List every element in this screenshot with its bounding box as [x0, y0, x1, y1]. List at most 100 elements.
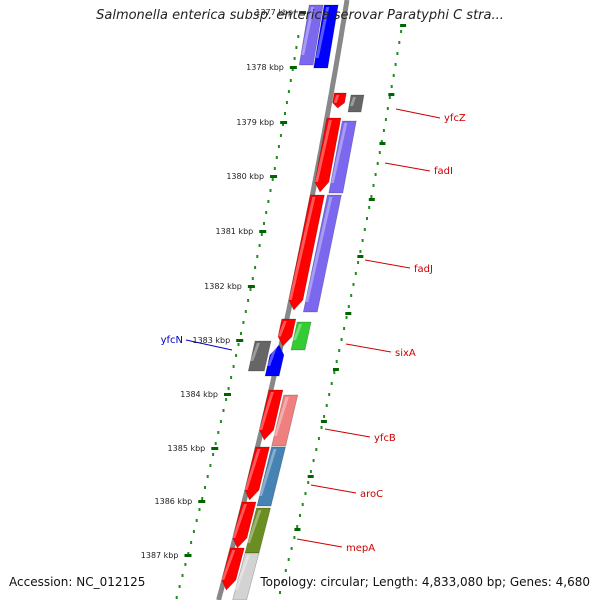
- gene-feature-shine: [273, 397, 289, 436]
- track-dot: [282, 123, 284, 126]
- track-dot: [277, 145, 280, 148]
- gene-feature: [302, 194, 342, 313]
- track-dot: [291, 68, 294, 71]
- track-dot: [219, 420, 222, 423]
- track-dot: [178, 585, 181, 588]
- track-dot: [260, 233, 263, 236]
- track-dot: [289, 79, 292, 82]
- track-dot: [293, 536, 296, 539]
- kbp-tick: [280, 121, 288, 124]
- track-dot: [293, 57, 296, 60]
- gene-feature: [256, 446, 286, 507]
- track-dot: [258, 244, 261, 247]
- kbp-label: 1379 kbp: [236, 118, 274, 127]
- track-dot: [386, 107, 389, 110]
- label-leader-line: [310, 484, 357, 494]
- gene-feature: [247, 340, 272, 372]
- track-dot: [299, 514, 301, 517]
- track-dot: [273, 167, 276, 170]
- track-dot: [376, 162, 379, 165]
- track-dot: [227, 387, 230, 390]
- track-dot: [271, 178, 274, 181]
- track-dot: [340, 338, 343, 341]
- genome-summary: Topology: circular; Length: 4,833,080 bp…: [260, 575, 590, 589]
- track-dot: [307, 481, 310, 484]
- track-dot: [317, 437, 320, 440]
- track-dot: [384, 118, 387, 121]
- kbp-tick: [223, 393, 231, 396]
- track-dot: [254, 266, 257, 269]
- track-dot: [201, 497, 204, 500]
- gene-feature: [232, 552, 260, 600]
- track-tick: [307, 475, 314, 478]
- track-dot: [328, 393, 331, 396]
- track-tick: [320, 420, 327, 423]
- track-dot: [335, 360, 338, 363]
- track-dot: [206, 475, 209, 478]
- gene-feature-shine: [259, 392, 274, 430]
- kbp-tick: [259, 230, 267, 233]
- backbone-line: [216, 0, 350, 600]
- track-dot: [372, 184, 375, 187]
- gene-feature-shine: [333, 95, 340, 103]
- gene-feature-shine: [244, 449, 261, 490]
- track-dot: [338, 349, 341, 352]
- gene-label-fadi: fadI: [434, 166, 453, 177]
- track-dot: [315, 448, 318, 451]
- track-dot: [240, 332, 242, 335]
- kbp-label: 1380 kbp: [226, 172, 264, 181]
- label-leader-line: [345, 343, 392, 353]
- track-dot: [285, 101, 288, 104]
- kbp-label: 1383 kbp: [192, 336, 230, 345]
- track-tick: [345, 312, 352, 315]
- kbp-label: 1387 kbp: [141, 551, 179, 560]
- track-dot: [263, 222, 265, 225]
- track-dot: [388, 96, 391, 99]
- track-dot: [275, 156, 278, 159]
- track-dot: [204, 486, 206, 489]
- track-dot: [392, 74, 395, 77]
- gene-feature: [244, 446, 270, 501]
- track-dot: [192, 530, 195, 533]
- track-tick: [357, 255, 364, 258]
- track-dot: [279, 134, 282, 137]
- gene-feature: [221, 547, 245, 591]
- track-dot: [363, 228, 366, 231]
- gene-feature-shine: [315, 120, 332, 182]
- track-dot: [295, 46, 298, 49]
- label-leader-line: [296, 538, 343, 548]
- track-dot: [357, 261, 360, 264]
- track-dot: [368, 206, 371, 209]
- kbp-tick: [198, 500, 206, 503]
- track-dot: [380, 140, 383, 143]
- track-dot: [361, 239, 364, 242]
- genome-backbone: [216, 0, 350, 600]
- gene-feature-shine: [330, 123, 348, 183]
- kbp-tick: [236, 339, 244, 342]
- track-dot: [265, 211, 268, 214]
- track-dot: [330, 382, 333, 385]
- track-dot: [350, 294, 353, 297]
- gene-label-yfcn: yfcN: [161, 335, 183, 346]
- gene-feature-shine: [301, 7, 315, 55]
- track-dot: [343, 327, 346, 330]
- gene-feature: [314, 117, 342, 193]
- track-dot: [297, 35, 300, 38]
- gene-label-yfcb: yfcB: [374, 433, 396, 444]
- gene-label-yfcz: yfcZ: [444, 113, 466, 124]
- track-dot: [235, 354, 238, 357]
- gene-label-aroc: aroC: [360, 489, 383, 500]
- track-dot: [312, 459, 315, 462]
- track-dot: [244, 310, 247, 313]
- gene-feature: [347, 94, 365, 113]
- track-dot: [333, 371, 336, 374]
- track-dot: [217, 431, 220, 434]
- track-tick: [332, 368, 339, 371]
- track-dot: [301, 503, 304, 506]
- kbp-label: 1378 kbp: [246, 63, 284, 72]
- kbp-tick: [289, 66, 297, 69]
- gene-feature: [271, 394, 299, 447]
- kbp-tick: [247, 285, 255, 288]
- track-dot: [247, 299, 250, 302]
- gene-feature-shine: [315, 7, 330, 58]
